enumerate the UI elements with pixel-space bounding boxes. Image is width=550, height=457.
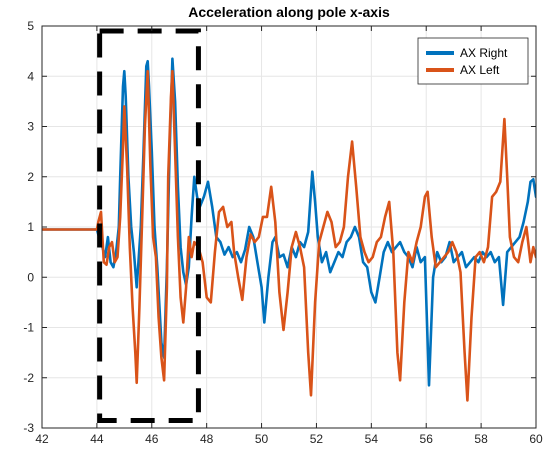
y-tick-label: 2	[27, 170, 34, 184]
grid	[41, 25, 537, 429]
y-tick-label: -1	[23, 321, 34, 335]
x-tick-label: 54	[365, 432, 379, 446]
y-tick-label: 5	[27, 19, 34, 33]
highlight-box	[97, 28, 201, 423]
x-tick-label: 58	[474, 432, 488, 446]
x-tick-label: 60	[529, 432, 543, 446]
x-tick-label: 52	[310, 432, 324, 446]
y-tick-label: 3	[27, 120, 34, 134]
legend-label: AX Left	[460, 63, 500, 77]
plot-area	[42, 28, 536, 423]
x-tick-label: 56	[420, 432, 434, 446]
y-tick-label: 0	[27, 270, 34, 284]
ticks: 42 44 46 48 50 52 54 56 58 60 -3 -2 -1 0 1 2 3 4 5	[23, 19, 543, 446]
chart-title: Acceleration along pole x-axis	[188, 4, 390, 20]
series-line-ax-left	[42, 69, 536, 402]
x-tick-label: 48	[200, 432, 214, 446]
series-line-ax-right	[42, 57, 536, 387]
legend: AX Right AX Left	[417, 37, 529, 85]
x-tick-label: 42	[35, 432, 49, 446]
y-tick-label: -3	[23, 421, 34, 435]
legend-label: AX Right	[460, 46, 508, 60]
y-tick-label: 1	[27, 220, 34, 234]
legend-box	[417, 37, 529, 85]
x-tick-label: 50	[255, 432, 269, 446]
x-tick-label: 44	[90, 432, 104, 446]
x-tick-label: 46	[145, 432, 159, 446]
y-tick-label: 4	[27, 69, 34, 83]
y-tick-label: -2	[23, 371, 34, 385]
